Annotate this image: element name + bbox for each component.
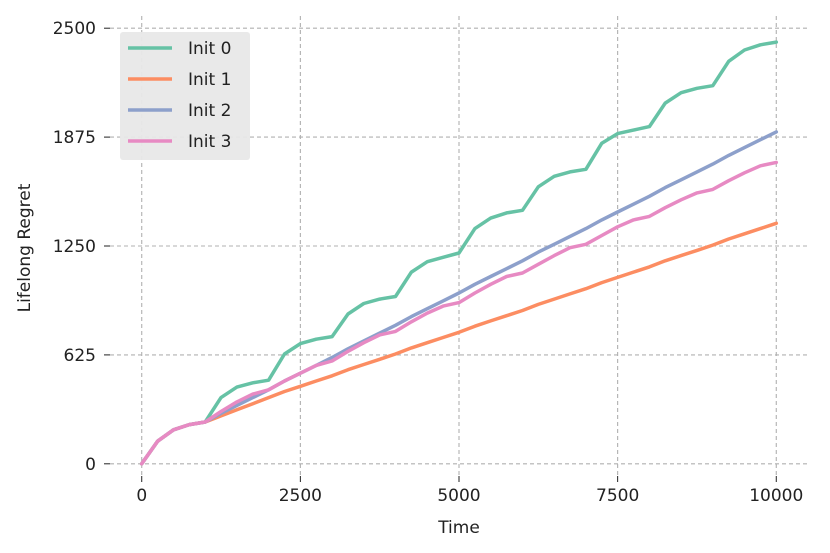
y-tick-label: 0 [85, 455, 96, 475]
legend-label: Init 2 [188, 101, 231, 121]
y-grid-lines [110, 27, 808, 465]
y-tick-label: 2500 [53, 19, 96, 39]
series-line-init-0 [139, 40, 779, 466]
y-axis-title: Lifelong Regret [15, 183, 35, 312]
x-axis-title: Time [437, 518, 480, 538]
x-tick-label: 5000 [437, 486, 480, 506]
legend-label: Init 1 [188, 70, 231, 90]
series-line-init-1 [139, 221, 779, 466]
x-tick-label: 10000 [749, 486, 803, 506]
x-tick-label: 0 [136, 486, 147, 506]
legend: Init 0 Init 1 Init 2 Init 3 [120, 32, 250, 160]
x-axis-ticks: 0 2500 5000 7500 10000 [136, 476, 803, 506]
legend-label: Init 0 [188, 39, 231, 59]
y-axis-ticks: 0 625 1250 1875 2500 [53, 19, 110, 475]
y-tick-label: 1875 [53, 128, 96, 148]
y-tick-label: 1250 [53, 237, 96, 257]
y-tick-label: 625 [64, 346, 96, 366]
legend-box [120, 32, 250, 160]
series-line-init-2 [139, 130, 779, 466]
x-tick-label: 2500 [279, 486, 322, 506]
legend-label: Init 3 [188, 132, 231, 152]
series-lines [139, 40, 779, 466]
series-line-init-3 [139, 160, 779, 466]
x-tick-label: 7500 [596, 486, 639, 506]
